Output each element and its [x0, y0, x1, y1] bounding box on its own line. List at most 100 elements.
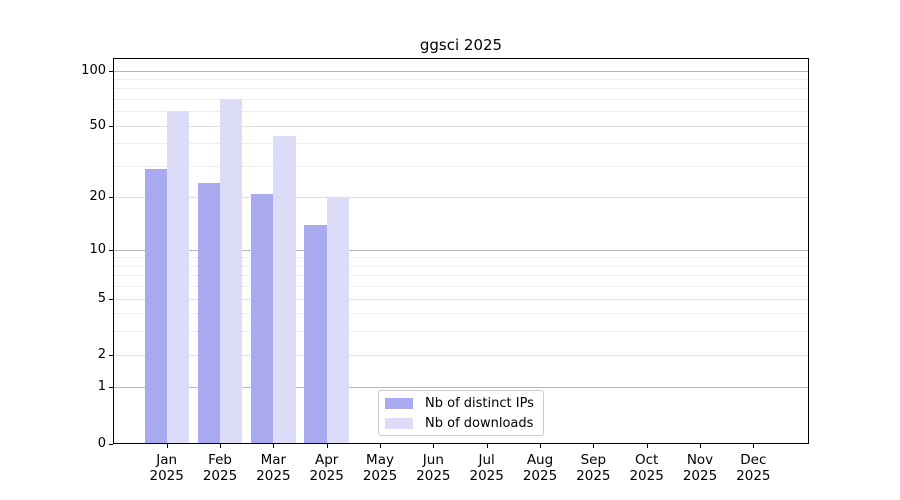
- x-tick-year: 2025: [309, 468, 344, 484]
- x-tick-jan: [166, 443, 168, 448]
- legend-swatch-nb-of-downloads: [385, 417, 413, 429]
- gridline-y-5: [114, 298, 808, 300]
- y-tick-50: [109, 125, 113, 127]
- bar-nb-of-downloads-jan: [166, 111, 189, 444]
- x-tick-label-jan: Jan 2025: [135, 452, 199, 484]
- x-tick-label-jun: Jun 2025: [401, 452, 465, 484]
- x-tick-year: 2025: [576, 468, 611, 484]
- gridline-y-30: [114, 166, 808, 167]
- x-tick-month: Jun: [422, 452, 444, 468]
- gridline-y-10: [114, 249, 808, 251]
- gridline-y-100: [114, 70, 808, 72]
- y-tick-label-100: 100: [81, 62, 106, 78]
- gridline-y-2: [114, 354, 808, 356]
- x-tick-year: 2025: [682, 468, 718, 484]
- x-tick-year: 2025: [416, 468, 451, 484]
- x-tick-label-sep: Sep 2025: [561, 452, 625, 484]
- bar-nb-of-downloads-mar: [273, 135, 296, 444]
- y-tick-10: [109, 249, 113, 251]
- x-tick-feb: [220, 443, 222, 448]
- x-tick-jun: [433, 443, 435, 448]
- x-tick-jul: [486, 443, 488, 448]
- y-tick-0: [109, 443, 113, 445]
- x-tick-label-feb: Feb 2025: [188, 452, 252, 484]
- x-tick-sep: [593, 443, 595, 448]
- y-tick-label-1: 1: [97, 379, 106, 395]
- y-tick-5: [109, 298, 113, 300]
- x-tick-month: Sep: [580, 452, 607, 468]
- x-tick-month: Nov: [686, 452, 714, 468]
- x-tick-month: Mar: [260, 452, 287, 468]
- legend-swatch-nb-of-distinct-ips: [385, 397, 413, 409]
- bar-nb-of-distinct-ips-feb: [197, 183, 221, 444]
- x-tick-year: 2025: [522, 468, 558, 484]
- gridline-y-50: [114, 125, 808, 127]
- plot-area: [113, 58, 809, 444]
- y-tick-100: [109, 70, 113, 72]
- y-tick-label-2: 2: [97, 346, 106, 362]
- gridline-y-9: [114, 257, 808, 259]
- x-tick-label-mar: Mar 2025: [241, 452, 305, 484]
- x-tick-label-jul: Jul 2025: [455, 452, 519, 484]
- x-tick-label-apr: Apr 2025: [295, 452, 359, 484]
- x-tick-label-may: May 2025: [348, 452, 412, 484]
- gridline-y-90: [114, 78, 808, 80]
- x-tick-label-aug: Aug 2025: [508, 452, 572, 484]
- y-tick-label-5: 5: [97, 290, 106, 306]
- x-tick-month: May: [366, 452, 394, 468]
- x-tick-month: Dec: [740, 452, 767, 468]
- x-tick-month: Aug: [526, 452, 554, 468]
- y-tick-label-0: 0: [97, 435, 106, 451]
- x-tick-mar: [273, 443, 275, 448]
- x-tick-label-nov: Nov 2025: [668, 452, 732, 484]
- x-tick-year: 2025: [256, 468, 291, 484]
- bar-nb-of-downloads-feb: [220, 99, 243, 444]
- gridline-y-60: [114, 111, 808, 113]
- x-tick-year: 2025: [469, 468, 504, 484]
- y-tick-label-50: 50: [89, 117, 106, 133]
- bar-nb-of-downloads-apr: [326, 197, 349, 444]
- gridline-y-3: [114, 331, 808, 333]
- y-tick-20: [109, 197, 113, 199]
- legend-item-nb-of-downloads: Nb of downloads: [385, 416, 537, 431]
- gridline-y-20: [114, 197, 808, 199]
- gridline-y-1: [114, 387, 808, 389]
- x-tick-year: 2025: [202, 468, 238, 484]
- gridline-y-80: [114, 88, 808, 90]
- y-tick-1: [109, 387, 113, 389]
- bar-nb-of-distinct-ips-apr: [304, 224, 327, 444]
- x-tick-label-dec: Dec 2025: [721, 452, 785, 484]
- y-tick-2: [109, 354, 113, 356]
- x-tick-may: [380, 443, 382, 448]
- x-tick-apr: [326, 443, 328, 448]
- x-tick-year: 2025: [362, 468, 398, 484]
- x-tick-month: Jan: [156, 452, 178, 468]
- x-tick-year: 2025: [149, 468, 184, 484]
- legend-label-nb-of-downloads: Nb of downloads: [425, 415, 534, 431]
- x-tick-month: Jul: [478, 452, 495, 468]
- gridline-y-40: [114, 143, 808, 145]
- x-tick-month: Apr: [315, 452, 339, 468]
- gridline-y-7: [114, 275, 808, 277]
- x-tick-nov: [700, 443, 701, 448]
- x-tick-dec: [753, 443, 755, 448]
- x-tick-oct: [646, 443, 648, 448]
- bar-nb-of-distinct-ips-mar: [251, 193, 274, 444]
- gridline-y-8: [114, 265, 808, 267]
- x-tick-aug: [540, 443, 541, 448]
- x-tick-year: 2025: [629, 468, 664, 484]
- legend-item-nb-of-distinct-ips: Nb of distinct IPs: [385, 396, 537, 411]
- legend-label-nb-of-distinct-ips: Nb of distinct IPs: [425, 395, 534, 411]
- x-tick-month: Oct: [634, 452, 659, 468]
- x-tick-year: 2025: [736, 468, 771, 484]
- legend: Nb of distinct IPs Nb of downloads: [378, 390, 544, 436]
- x-tick-month: Feb: [208, 452, 232, 468]
- gridline-y-70: [114, 99, 808, 101]
- x-tick-label-oct: Oct 2025: [615, 452, 679, 484]
- bar-nb-of-distinct-ips-jan: [144, 168, 167, 444]
- chart-title: ggsci 2025: [419, 36, 503, 54]
- y-tick-label-10: 10: [89, 241, 106, 257]
- gridline-y-4: [114, 313, 808, 315]
- gridline-y-6: [114, 286, 808, 288]
